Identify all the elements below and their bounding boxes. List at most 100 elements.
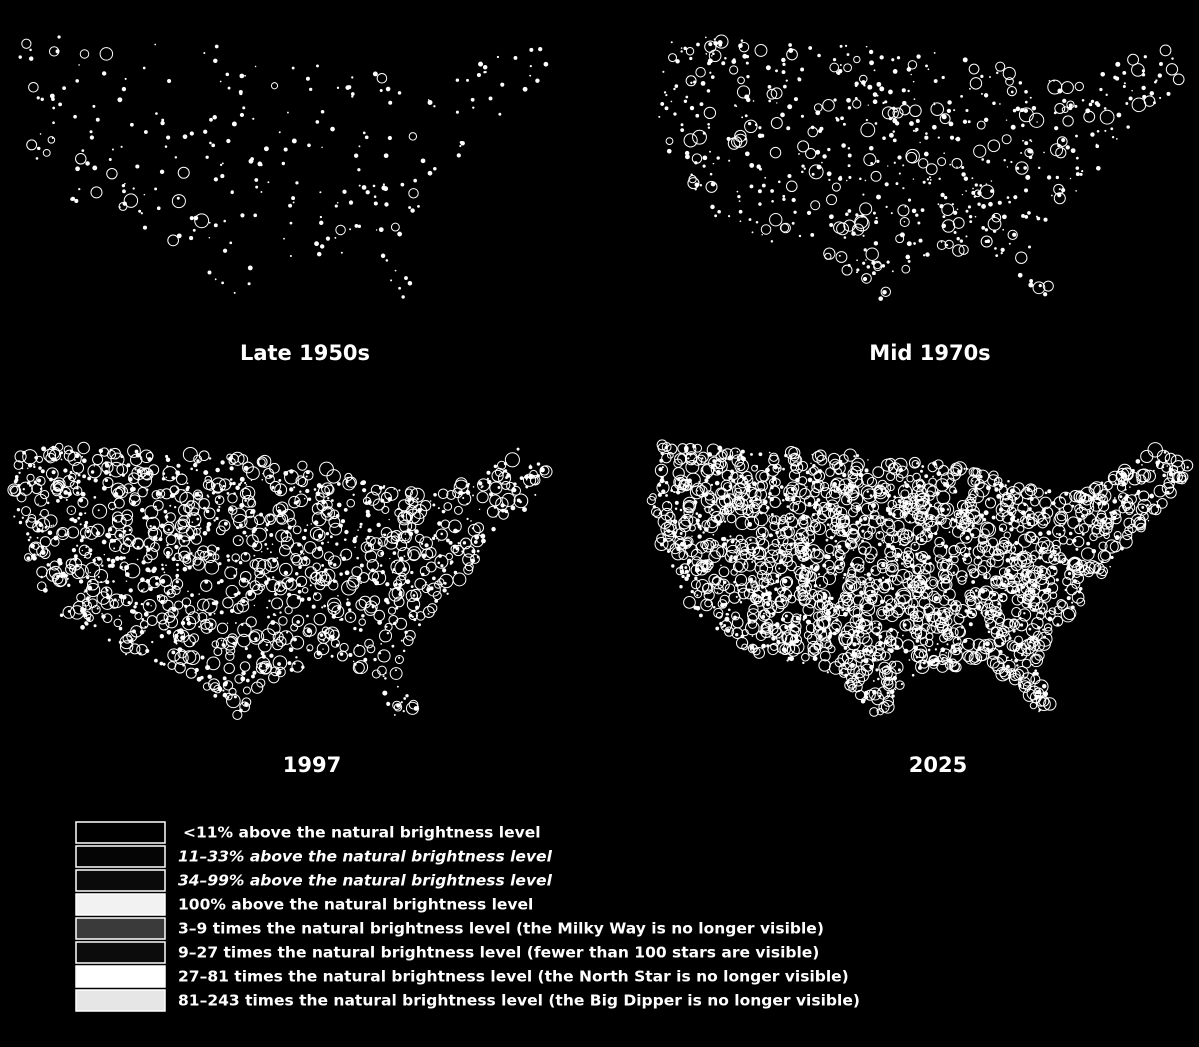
light-dot (1154, 80, 1157, 84)
light-ring (1078, 564, 1090, 576)
light-ring (1042, 280, 1054, 292)
light-dot (239, 708, 243, 713)
light-dot (436, 537, 439, 540)
light-dot (351, 76, 354, 79)
light-ring (805, 147, 817, 160)
light-dot (929, 656, 932, 659)
light-ring (241, 697, 252, 708)
light-ring (380, 491, 392, 503)
light-dot (113, 547, 116, 550)
light-dot (679, 508, 683, 512)
light-ring (807, 126, 819, 138)
light-ring (856, 564, 865, 573)
light-dot (176, 486, 179, 489)
light-dot (376, 522, 381, 528)
light-dot (981, 204, 986, 209)
light-ring (697, 451, 709, 463)
light-dot (44, 526, 48, 529)
light-dot (860, 80, 866, 85)
light-ring (862, 488, 878, 503)
light-ring (987, 647, 1000, 660)
light-ring (1161, 463, 1172, 473)
light-ring (984, 599, 994, 609)
light-ring (986, 558, 996, 568)
light-dot (882, 289, 887, 295)
light-dot (889, 648, 894, 654)
light-dot (529, 47, 534, 52)
light-dot (66, 574, 69, 577)
light-dot (174, 633, 179, 639)
light-dot (1081, 169, 1084, 173)
light-dot (943, 152, 945, 154)
light-dot (247, 282, 251, 286)
light-ring (351, 566, 363, 578)
light-dot (76, 544, 79, 547)
light-dot (761, 183, 766, 188)
light-dot (127, 601, 131, 605)
light-dot (1128, 96, 1133, 101)
light-ring (171, 585, 181, 595)
light-ring (987, 217, 1002, 231)
light-ring (846, 636, 861, 651)
light-ring (887, 462, 899, 474)
light-dot (855, 213, 859, 217)
light-ring (882, 695, 894, 707)
light-dot (717, 445, 723, 451)
light-dot (903, 481, 907, 484)
light-dot (41, 529, 44, 533)
light-dot (795, 616, 801, 621)
light-ring (968, 63, 980, 75)
light-dot (226, 491, 230, 495)
light-ring (239, 661, 251, 672)
light-ring (1002, 659, 1016, 674)
light-dot (815, 149, 821, 155)
light-ring (72, 461, 85, 474)
light-ring (941, 203, 955, 216)
light-ring (928, 658, 939, 669)
light-dot (798, 153, 800, 155)
light-ring (880, 286, 891, 298)
light-ring (1001, 618, 1016, 632)
light-ring (1061, 106, 1069, 114)
light-ring (769, 146, 782, 159)
light-ring (890, 660, 904, 674)
light-dot (798, 555, 802, 559)
light-ring (754, 488, 768, 501)
light-ring (275, 666, 286, 678)
light-dot (911, 208, 917, 214)
light-ring (886, 471, 896, 482)
light-dot (867, 459, 869, 461)
light-ring (772, 600, 785, 614)
light-dot (405, 579, 411, 585)
light-ring (453, 505, 463, 515)
light-dot (215, 500, 219, 504)
light-dot (745, 61, 749, 65)
light-dot (242, 106, 246, 110)
light-ring (736, 476, 749, 489)
light-ring (846, 677, 858, 689)
light-dot (985, 623, 990, 628)
light-dot (33, 463, 36, 466)
light-dot (660, 468, 663, 471)
light-dot (712, 52, 715, 56)
light-ring (843, 219, 856, 232)
light-ring (684, 452, 698, 466)
light-ring (1030, 497, 1040, 507)
light-ring (1020, 487, 1033, 500)
light-dot (767, 495, 771, 499)
light-ring (735, 497, 749, 511)
light-ring (1037, 589, 1050, 601)
light-dot (737, 589, 740, 592)
light-dot (106, 557, 111, 562)
light-ring (925, 520, 939, 535)
light-dot (897, 631, 899, 634)
light-ring (113, 618, 123, 628)
light-dot (440, 564, 444, 568)
light-ring (846, 569, 857, 579)
light-dot (480, 533, 486, 539)
light-dot (1105, 93, 1108, 97)
light-dot (783, 84, 787, 89)
light-dot (965, 108, 969, 113)
light-ring (1011, 607, 1022, 618)
light-ring (62, 475, 75, 488)
